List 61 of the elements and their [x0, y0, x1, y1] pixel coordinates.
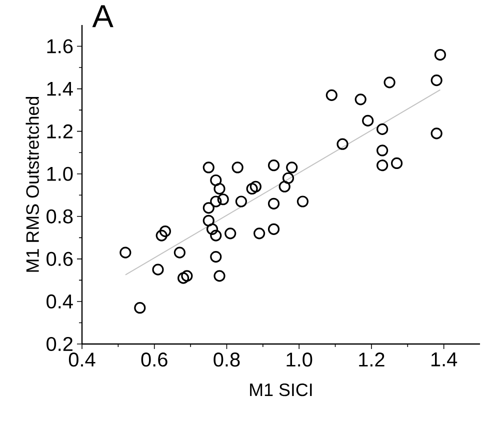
point	[210, 251, 222, 263]
y-tick-label: 1.6	[47, 39, 73, 54]
y-tick-label: 1.0	[47, 166, 73, 181]
x-tick-label: 1.0	[286, 352, 312, 367]
point	[152, 264, 164, 276]
point	[376, 123, 388, 136]
y-tick-label: 1.4	[47, 82, 73, 96]
point	[210, 230, 222, 242]
point	[214, 182, 226, 195]
point	[268, 198, 280, 210]
x-tick-label: 0.6	[141, 352, 168, 367]
point	[296, 196, 309, 208]
y-tick-label: 0.4	[46, 294, 73, 309]
point	[232, 162, 244, 174]
x-tick-label: 1.2	[359, 352, 384, 366]
point	[156, 230, 168, 242]
point	[181, 270, 193, 282]
point	[390, 157, 403, 170]
y-tick-label: 0.2	[46, 336, 72, 352]
point	[134, 302, 146, 314]
point	[206, 223, 218, 235]
point	[282, 172, 294, 184]
y-axis-title: M1 RMS Outstretched	[26, 96, 39, 272]
y-tick-label: 1.2	[47, 124, 72, 138]
point	[434, 48, 446, 61]
point	[224, 228, 236, 240]
point	[202, 214, 214, 226]
point	[159, 225, 172, 238]
point	[376, 144, 388, 156]
point	[354, 94, 366, 106]
point	[235, 196, 248, 208]
point	[376, 160, 388, 172]
point	[253, 228, 266, 240]
point	[336, 138, 348, 150]
point	[210, 196, 222, 208]
point	[120, 246, 132, 258]
y-tick-label: 0.6	[46, 252, 73, 266]
point	[326, 89, 338, 101]
point	[202, 202, 214, 214]
point	[362, 114, 374, 126]
y-tick-label: 0.8	[46, 209, 73, 224]
point	[250, 180, 262, 192]
point	[430, 74, 442, 86]
point	[278, 180, 290, 192]
point	[268, 160, 280, 172]
point	[214, 270, 226, 282]
point	[217, 194, 229, 206]
point	[202, 162, 214, 174]
point	[268, 223, 280, 235]
x-tick-label: 1.4	[431, 352, 458, 366]
point	[286, 162, 298, 174]
x-axis-title: M1 SICI	[250, 383, 312, 396]
point	[246, 182, 258, 195]
x-tick-label: 0.8	[214, 352, 240, 367]
point	[384, 76, 396, 88]
chart-title: A	[92, 5, 114, 28]
point	[174, 246, 186, 258]
point	[210, 174, 222, 186]
x-tick-label: 0.4	[68, 352, 96, 367]
point	[430, 128, 442, 140]
point	[178, 272, 190, 284]
